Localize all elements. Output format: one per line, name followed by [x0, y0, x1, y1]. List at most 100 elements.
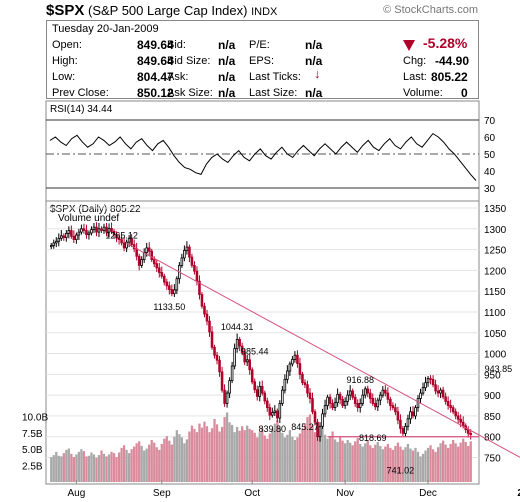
price-tick-label: 1100 — [484, 308, 506, 319]
candle-body — [303, 382, 307, 386]
candle-body — [406, 418, 410, 427]
candle-body — [225, 392, 229, 404]
volume-legend: Volume undef — [58, 213, 119, 224]
candle-body — [376, 399, 380, 408]
volume-bar — [401, 449, 405, 482]
candle-body — [404, 425, 407, 434]
open-label: Open: — [52, 39, 82, 51]
volume-bar — [55, 451, 58, 482]
volume-bar — [193, 428, 196, 482]
candle-body — [266, 400, 269, 409]
price-annotation: 839.80 — [259, 424, 287, 434]
volume-bar — [436, 447, 440, 482]
candle-body — [62, 235, 66, 238]
volume-bar — [359, 443, 362, 482]
volume-bar — [291, 436, 294, 482]
candle-body — [268, 407, 272, 416]
candle-body — [125, 241, 128, 249]
candle-body — [253, 381, 256, 391]
candle-body — [439, 389, 442, 394]
candle-body — [130, 237, 133, 245]
index-name: (S&P 500 Large Cap Index) — [87, 3, 248, 18]
candle-body — [122, 242, 126, 249]
volume-bar — [70, 453, 73, 482]
x-tick-label: Aug — [67, 488, 85, 499]
volume-bar — [246, 425, 249, 482]
candle-body — [368, 392, 372, 399]
candle-body — [456, 415, 460, 420]
volume-bar — [77, 451, 81, 482]
candle-body — [358, 403, 362, 409]
volume-bar — [258, 432, 261, 482]
volume-bar — [298, 433, 302, 482]
volume-bar — [127, 453, 131, 482]
candle-body — [286, 370, 289, 380]
candle-body — [243, 352, 246, 363]
volume-bar — [344, 443, 347, 482]
candle-body — [401, 428, 405, 434]
volume-bar — [399, 446, 402, 482]
volume-bar — [256, 437, 259, 482]
candle-body — [411, 411, 415, 417]
candle-body — [49, 245, 53, 248]
volume-bar — [105, 456, 108, 482]
volume-bar — [138, 441, 141, 482]
volume-bar — [143, 450, 146, 482]
candle-body — [90, 229, 93, 234]
candle-body — [180, 257, 184, 266]
volume-bar — [414, 447, 417, 482]
volume-bar — [459, 442, 462, 482]
volume-bar — [323, 434, 327, 482]
candle-body — [394, 407, 397, 413]
candle-body — [95, 226, 98, 233]
volume-bar — [386, 443, 389, 482]
x-tick-label: 2009 — [517, 488, 520, 499]
candle-body — [271, 412, 274, 416]
volume-bar — [444, 444, 447, 482]
candle-body — [55, 240, 58, 244]
volume-bar — [447, 447, 450, 482]
volume-bar — [268, 433, 271, 482]
volume-bar — [170, 444, 173, 482]
volume-bar — [321, 426, 324, 482]
candle-body — [436, 390, 440, 394]
candle-body — [441, 389, 445, 398]
candle-body — [107, 227, 111, 233]
candle-body — [288, 363, 292, 372]
volume-bar — [208, 432, 211, 482]
candle-body — [145, 247, 148, 253]
candle-body — [449, 405, 452, 409]
volume-bar — [439, 443, 442, 482]
volume-bar — [97, 455, 101, 482]
volume-bar — [301, 428, 304, 482]
candle-body — [348, 390, 352, 396]
volume-bar — [233, 432, 236, 482]
volume-bar — [416, 451, 420, 482]
volume-tick-label: 2.5B — [22, 462, 43, 473]
x-tick-label: Sep — [153, 488, 171, 499]
price-annotation: 845.27 — [291, 422, 319, 432]
high-label: High: — [52, 55, 78, 67]
candle-body — [168, 285, 171, 290]
last-ticks-label: Last Ticks: — [249, 71, 301, 83]
volume-bar — [130, 449, 133, 482]
volume-bar — [286, 434, 289, 482]
volume-bar — [125, 449, 128, 482]
down-arrow-icon: ↓ — [314, 66, 321, 81]
volume-bar — [379, 445, 382, 482]
last-value: 805.22 — [431, 70, 468, 84]
candle-body — [82, 228, 86, 231]
candle-body — [258, 386, 262, 397]
rsi-panel: RSI(14) 34.44 70 50 30 40 60 — [45, 100, 496, 202]
candle-body — [276, 410, 279, 419]
volume-bar — [160, 443, 163, 482]
candle-body — [389, 398, 392, 406]
candle-body — [233, 348, 236, 367]
volume-bar — [354, 441, 357, 482]
volume-bar — [333, 439, 337, 482]
candle-body — [399, 419, 402, 429]
volume-bar — [361, 446, 364, 482]
rsi-tick-label: 40 — [484, 167, 496, 178]
volume-bar — [351, 445, 354, 482]
candle-body — [311, 398, 314, 413]
